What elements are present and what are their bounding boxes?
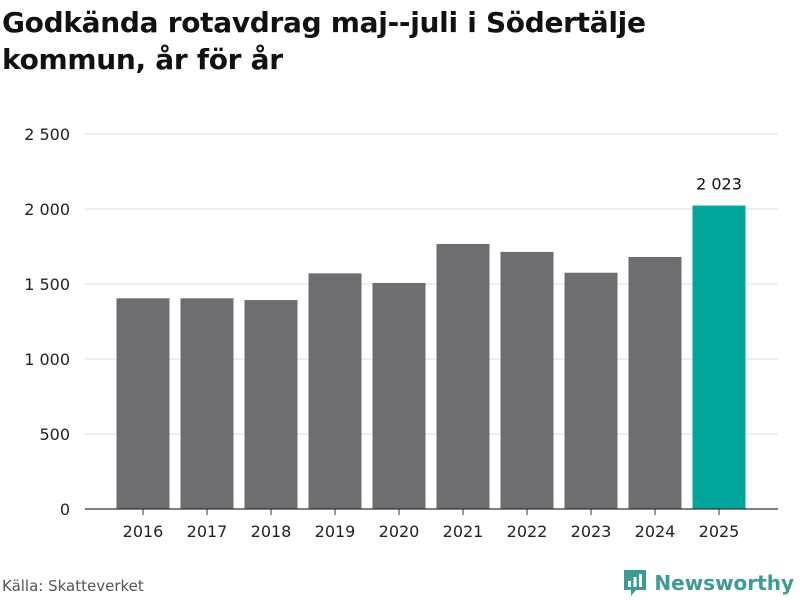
x-tick-label: 2025	[699, 522, 740, 541]
bar-2017	[180, 298, 234, 509]
source-note: Källa: Skatteverket	[2, 577, 144, 595]
y-tick-label: 0	[60, 500, 70, 519]
y-axis-tick-labels: 0 500 1 000 1 500 2 000 2 500	[24, 125, 70, 519]
newsworthy-logo-icon	[624, 570, 647, 596]
brand-logo: Newsworthy	[622, 568, 794, 598]
bar-2019	[308, 273, 362, 509]
x-tick-label: 2023	[571, 522, 612, 541]
x-tick-label: 2017	[187, 522, 228, 541]
x-tick-label: 2019	[315, 522, 356, 541]
x-tick-label: 2021	[443, 522, 484, 541]
y-tick-label: 2 000	[24, 200, 70, 219]
x-axis-tick-labels: 2016 2017 2018 2019 2020 2021 2022 2023 2024 2025	[123, 522, 740, 541]
x-tick-label: 2018	[251, 522, 292, 541]
bar-2023	[564, 272, 618, 509]
bar-2021	[436, 243, 490, 509]
chart-title: Godkända rotavdrag maj--juli i Södertälj…	[2, 6, 646, 76]
bar-2025	[692, 205, 746, 510]
bar-2018	[244, 300, 298, 509]
x-tick-label: 2024	[635, 522, 676, 541]
x-tick-label: 2016	[123, 522, 164, 541]
x-tick-label: 2022	[507, 522, 548, 541]
bar-2020	[372, 282, 426, 509]
data-label-2025: 2 023	[696, 175, 742, 194]
bars	[116, 205, 746, 510]
y-tick-label: 1 000	[24, 350, 70, 369]
x-tick-label: 2020	[379, 522, 420, 541]
bar-2022	[500, 251, 554, 509]
data-labels: 2 023	[696, 175, 742, 194]
y-tick-label: 2 500	[24, 125, 70, 144]
bar-2016	[116, 298, 170, 509]
x-axis	[85, 508, 778, 515]
y-tick-label: 1 500	[24, 275, 70, 294]
y-tick-label: 500	[39, 425, 70, 444]
bar-2024	[628, 257, 682, 509]
brand-name: Newsworthy	[654, 571, 794, 595]
